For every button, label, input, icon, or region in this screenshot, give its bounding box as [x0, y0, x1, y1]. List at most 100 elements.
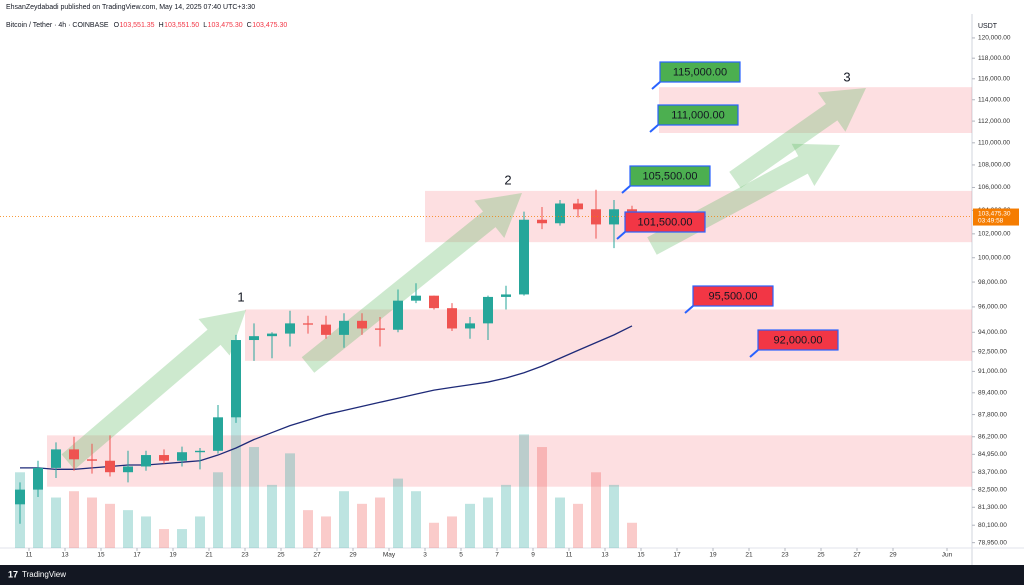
- candle-body: [555, 203, 565, 224]
- x-tick-label: 21: [745, 552, 753, 559]
- volume-bar: [69, 491, 79, 548]
- x-tick-label: 11: [566, 552, 573, 559]
- y-tick-label: 96,000.00: [978, 304, 1007, 311]
- x-tick-label: Jun: [942, 552, 953, 559]
- y-tick-label: 86,200.00: [978, 433, 1007, 440]
- y-tick-label: 120,000.00: [978, 35, 1011, 42]
- volume-bar: [177, 529, 187, 548]
- candle-body: [447, 308, 457, 329]
- volume-bar: [339, 491, 349, 548]
- candle-body: [69, 449, 79, 460]
- currency: USDT: [978, 23, 998, 30]
- annotation-pointer: [616, 231, 626, 240]
- candle-body: [33, 467, 43, 490]
- candle-body: [195, 450, 205, 453]
- annotation-box: [659, 61, 741, 83]
- candle-body: [339, 320, 349, 335]
- candle-body: [465, 323, 475, 329]
- y-tick-label: 84,950.00: [978, 451, 1007, 458]
- annotation-box: [657, 104, 739, 126]
- footer-bar: [0, 565, 1024, 585]
- y-tick-label: 112,000.00: [978, 118, 1010, 125]
- volume-bar: [249, 447, 259, 548]
- logo-mark: 17: [8, 569, 18, 579]
- x-tick-label: 25: [817, 552, 825, 559]
- x-tick-label: 13: [61, 552, 69, 559]
- candle-body: [267, 333, 277, 337]
- candle-body: [123, 466, 133, 473]
- volume-bar: [393, 478, 403, 548]
- zone: [47, 435, 972, 487]
- y-tick-label: 80,100.00: [978, 522, 1007, 529]
- volume-bar: [555, 497, 565, 548]
- annotation-label: 101,500.00: [637, 216, 692, 228]
- y-tick-label: 102,000.00: [978, 231, 1011, 238]
- candle-body: [249, 336, 259, 341]
- x-tick-label: 15: [637, 552, 645, 559]
- candle-body: [213, 417, 223, 451]
- y-tick-label: 94,000.00: [978, 329, 1007, 336]
- volume-bar: [357, 503, 367, 548]
- candle-body: [573, 203, 583, 210]
- ohlc-value: 103,551.50: [164, 22, 199, 29]
- annotation-pointer: [684, 305, 694, 314]
- x-tick-label: 5: [459, 552, 463, 559]
- trend-arrow: [61, 310, 247, 470]
- volume-bar: [429, 522, 439, 548]
- volume-bar: [33, 484, 43, 548]
- volume-bar: [411, 491, 421, 548]
- x-tick-label: 29: [349, 552, 357, 559]
- volume-bar: [303, 510, 313, 548]
- candle-body: [303, 323, 313, 325]
- overlay: 115,000.00 111,000.00 105,500.00 101,500.00…: [237, 61, 851, 358]
- volume-bar: [519, 434, 529, 548]
- y-tick-label: 78,950.00: [978, 539, 1007, 546]
- x-tick-label: 19: [169, 552, 177, 559]
- volume-bar: [105, 503, 115, 548]
- x-tick-label: 15: [97, 552, 105, 559]
- ohlc-key: O: [114, 22, 120, 29]
- x-tick-label: 7: [495, 552, 499, 559]
- candle-body: [321, 324, 331, 335]
- y-tick-label: 83,700.00: [978, 469, 1007, 476]
- volume-bar: [591, 472, 601, 548]
- x-tick-label: 27: [313, 552, 321, 559]
- y-tick-label: 91,000.00: [978, 368, 1007, 375]
- x-tick-label: 29: [889, 552, 897, 559]
- x-tick-label: 23: [781, 552, 789, 559]
- candle-body: [105, 460, 115, 473]
- trend-arrow: [301, 193, 522, 373]
- y-tick-label: 81,300.00: [978, 504, 1007, 511]
- y-tick-label: 108,000.00: [978, 162, 1011, 169]
- candle-body: [537, 219, 547, 224]
- x-tick-label: May: [383, 552, 396, 559]
- ohlc-value: 103,475.30: [252, 22, 287, 29]
- volume-bar: [573, 503, 583, 548]
- x-tick-label: 3: [423, 552, 427, 559]
- moving-average: [20, 325, 633, 470]
- y-tick-label: 82,500.00: [978, 486, 1007, 493]
- annotation-label: 111,000.00: [671, 109, 724, 121]
- trend-arrow: [729, 88, 866, 189]
- annotation-label: 95,500.00: [709, 290, 758, 302]
- annotation-pointer: [649, 124, 659, 133]
- annotation-pointer: [749, 349, 759, 358]
- y-tick-label: 118,000.00: [978, 55, 1010, 62]
- volume-bar: [231, 409, 241, 548]
- countdown: 03:49:58: [978, 217, 1004, 224]
- annotation-box: [629, 165, 711, 187]
- volume-bar: [447, 516, 457, 548]
- candle-body: [51, 449, 61, 468]
- volume-bar: [609, 484, 619, 548]
- candle-body: [393, 300, 403, 330]
- candle-body: [501, 294, 511, 297]
- ohlc-key: H: [159, 22, 164, 29]
- candle-body: [591, 209, 601, 225]
- volume-bar: [321, 516, 331, 548]
- volume-bar: [285, 453, 295, 548]
- volume-bar: [483, 497, 493, 548]
- y-tick-label: 106,000.00: [978, 184, 1011, 191]
- volume-bar: [87, 497, 97, 548]
- candle-body: [375, 328, 385, 330]
